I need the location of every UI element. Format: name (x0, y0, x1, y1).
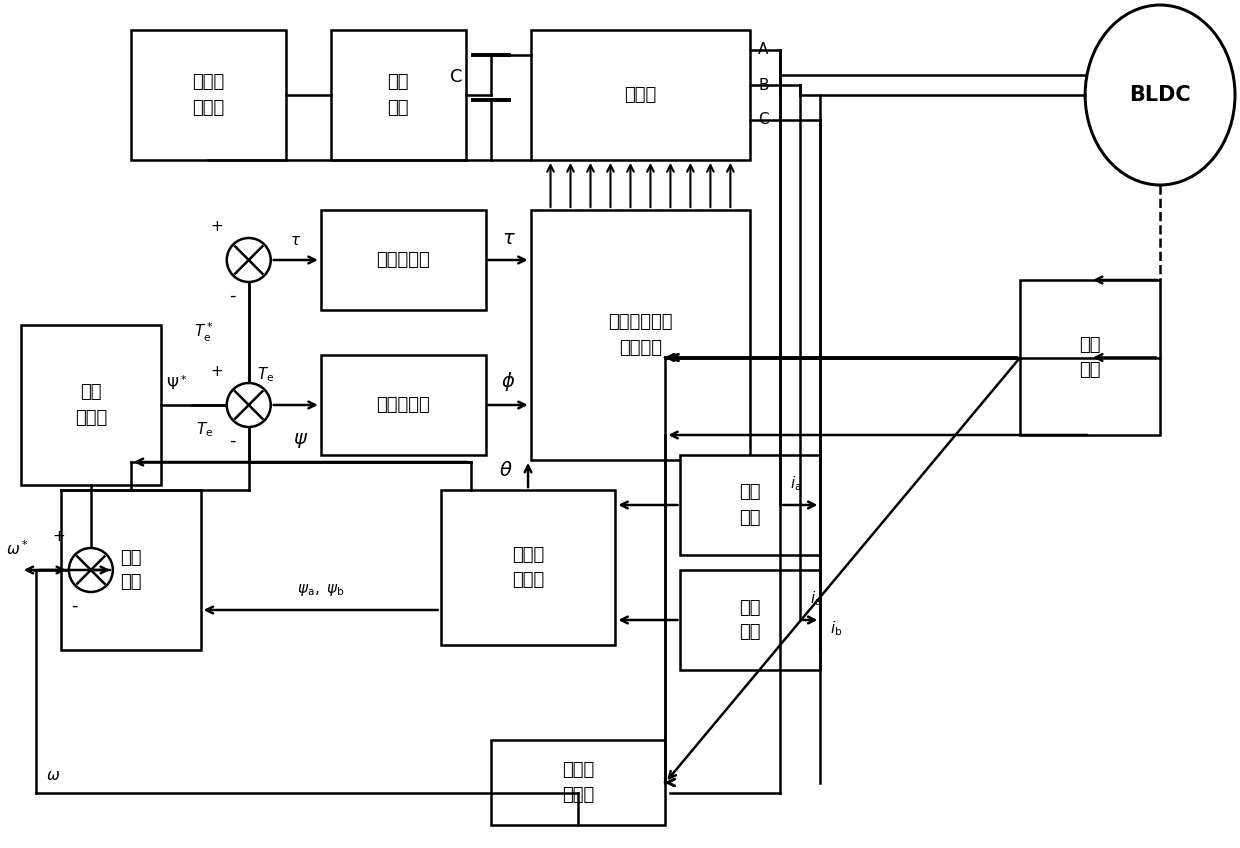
Text: 磁链调节器: 磁链调节器 (376, 396, 430, 414)
FancyBboxPatch shape (440, 490, 615, 645)
Text: 转矩调节器: 转矩调节器 (376, 251, 430, 269)
Text: $\tau$: $\tau$ (502, 229, 516, 248)
Text: $i_{\rm b}$: $i_{\rm b}$ (831, 619, 843, 638)
Text: -: - (228, 432, 236, 450)
Text: $\theta$: $\theta$ (500, 461, 513, 480)
Text: 速度计
算单元: 速度计 算单元 (562, 761, 594, 804)
Text: A: A (759, 42, 769, 58)
Text: +: + (210, 364, 223, 379)
Text: $\tau$: $\tau$ (290, 233, 301, 248)
FancyBboxPatch shape (531, 30, 750, 160)
FancyBboxPatch shape (321, 355, 486, 455)
FancyBboxPatch shape (1021, 280, 1161, 435)
Text: 电压空间矢量
选择单元: 电压空间矢量 选择单元 (608, 314, 673, 356)
FancyBboxPatch shape (491, 740, 666, 825)
Text: 电流
检测: 电流 检测 (739, 599, 761, 641)
Circle shape (227, 238, 270, 282)
Text: $T_{\rm e}$: $T_{\rm e}$ (196, 420, 213, 438)
Text: 电压
检测: 电压 检测 (739, 483, 761, 527)
Text: 转矩
估算: 转矩 估算 (120, 549, 141, 592)
Text: BLDC: BLDC (1130, 85, 1190, 105)
FancyBboxPatch shape (681, 455, 821, 555)
FancyBboxPatch shape (21, 325, 161, 485)
FancyBboxPatch shape (331, 30, 465, 160)
FancyBboxPatch shape (681, 570, 821, 670)
Text: $i_{\rm a}$: $i_{\rm a}$ (810, 589, 822, 608)
Text: 转速
调节器: 转速 调节器 (74, 383, 107, 427)
Text: +: + (210, 219, 223, 234)
Text: $\psi_{\rm a},\ \psi_{\rm b}$: $\psi_{\rm a},\ \psi_{\rm b}$ (296, 582, 345, 598)
FancyBboxPatch shape (131, 30, 285, 160)
Ellipse shape (1085, 5, 1235, 185)
Text: $\omega^*$: $\omega^*$ (6, 539, 29, 558)
Circle shape (227, 383, 270, 427)
FancyBboxPatch shape (531, 210, 750, 460)
Circle shape (69, 548, 113, 592)
Text: +: + (52, 529, 64, 544)
Text: 整流
电路: 整流 电路 (387, 74, 409, 116)
Text: 速度
检测: 速度 检测 (1079, 336, 1101, 379)
Text: 逆变器: 逆变器 (624, 86, 656, 104)
Text: -: - (228, 287, 236, 305)
Text: 磁链角
度估算: 磁链角 度估算 (512, 546, 544, 589)
Text: $\Psi^*$: $\Psi^*$ (165, 374, 187, 393)
Text: $\psi$: $\psi$ (293, 431, 309, 450)
Text: B: B (759, 77, 769, 92)
Text: C: C (759, 113, 769, 127)
Text: $\omega$: $\omega$ (46, 768, 60, 783)
Text: C: C (450, 69, 463, 86)
Text: 供电交
流电源: 供电交 流电源 (192, 74, 224, 116)
Text: $T_{\rm e}^*$: $T_{\rm e}^*$ (195, 321, 213, 344)
FancyBboxPatch shape (321, 210, 486, 310)
FancyBboxPatch shape (61, 490, 201, 650)
Text: $\phi$: $\phi$ (501, 370, 516, 393)
Text: $i_{\rm a}$: $i_{\rm a}$ (790, 474, 802, 493)
Text: -: - (71, 597, 77, 615)
Text: $T_{\rm e}$: $T_{\rm e}$ (257, 365, 274, 384)
